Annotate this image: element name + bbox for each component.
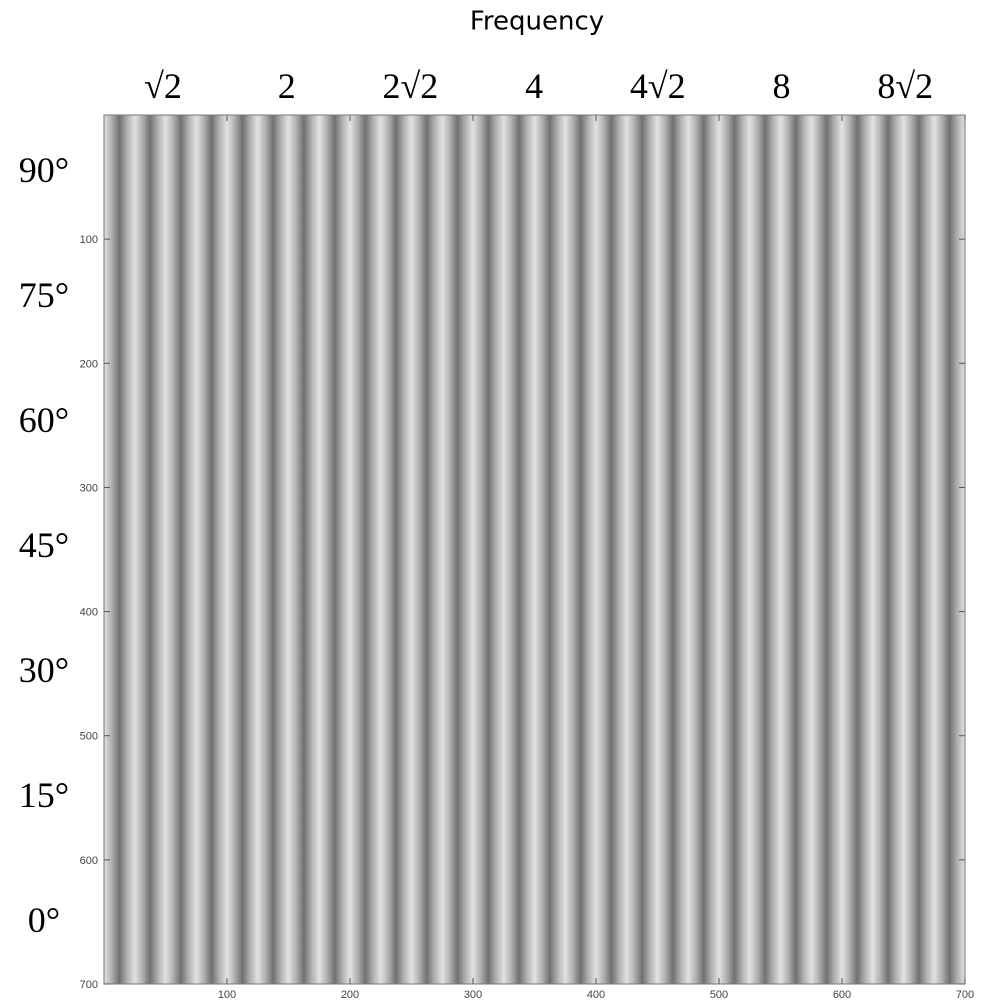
frequency-label: 2√2 bbox=[383, 66, 439, 106]
frequency-label: 4√2 bbox=[630, 66, 686, 106]
x-tick-label: 600 bbox=[833, 989, 851, 1001]
title: Frequency bbox=[470, 7, 604, 37]
frequency-label: 8√2 bbox=[877, 66, 933, 106]
frequency-label: 2 bbox=[278, 66, 296, 106]
angle-label: 45° bbox=[19, 525, 69, 565]
x-tick-label: 200 bbox=[341, 989, 359, 1001]
angle-label: 0° bbox=[28, 900, 60, 940]
angle-label: 90° bbox=[19, 150, 69, 190]
x-tick-label: 400 bbox=[587, 989, 605, 1001]
angle-label: 15° bbox=[19, 775, 69, 815]
frequency-label: √2 bbox=[144, 66, 182, 106]
y-tick-label: 300 bbox=[80, 482, 98, 494]
y-tick-label: 100 bbox=[80, 234, 98, 246]
frequency-label: 4 bbox=[525, 66, 543, 106]
grating-image bbox=[104, 115, 965, 984]
angle-label: 75° bbox=[19, 275, 69, 315]
y-tick-label: 500 bbox=[80, 731, 98, 743]
y-tick-label: 600 bbox=[80, 855, 98, 867]
x-tick-label: 500 bbox=[710, 989, 728, 1001]
angle-label: 60° bbox=[19, 400, 69, 440]
x-tick-label: 300 bbox=[464, 989, 482, 1001]
frequency-label: 8 bbox=[773, 66, 791, 106]
figure: Frequency 100 200 300 400 500 600 700 100 200 300… bbox=[0, 0, 982, 1008]
angle-label: 30° bbox=[19, 650, 69, 690]
y-tick-label: 200 bbox=[80, 358, 98, 370]
y-tick-label: 400 bbox=[80, 607, 98, 619]
x-tick-label: 700 bbox=[956, 989, 974, 1001]
y-tick-label: 700 bbox=[80, 979, 98, 991]
x-tick-label: 100 bbox=[218, 989, 236, 1001]
